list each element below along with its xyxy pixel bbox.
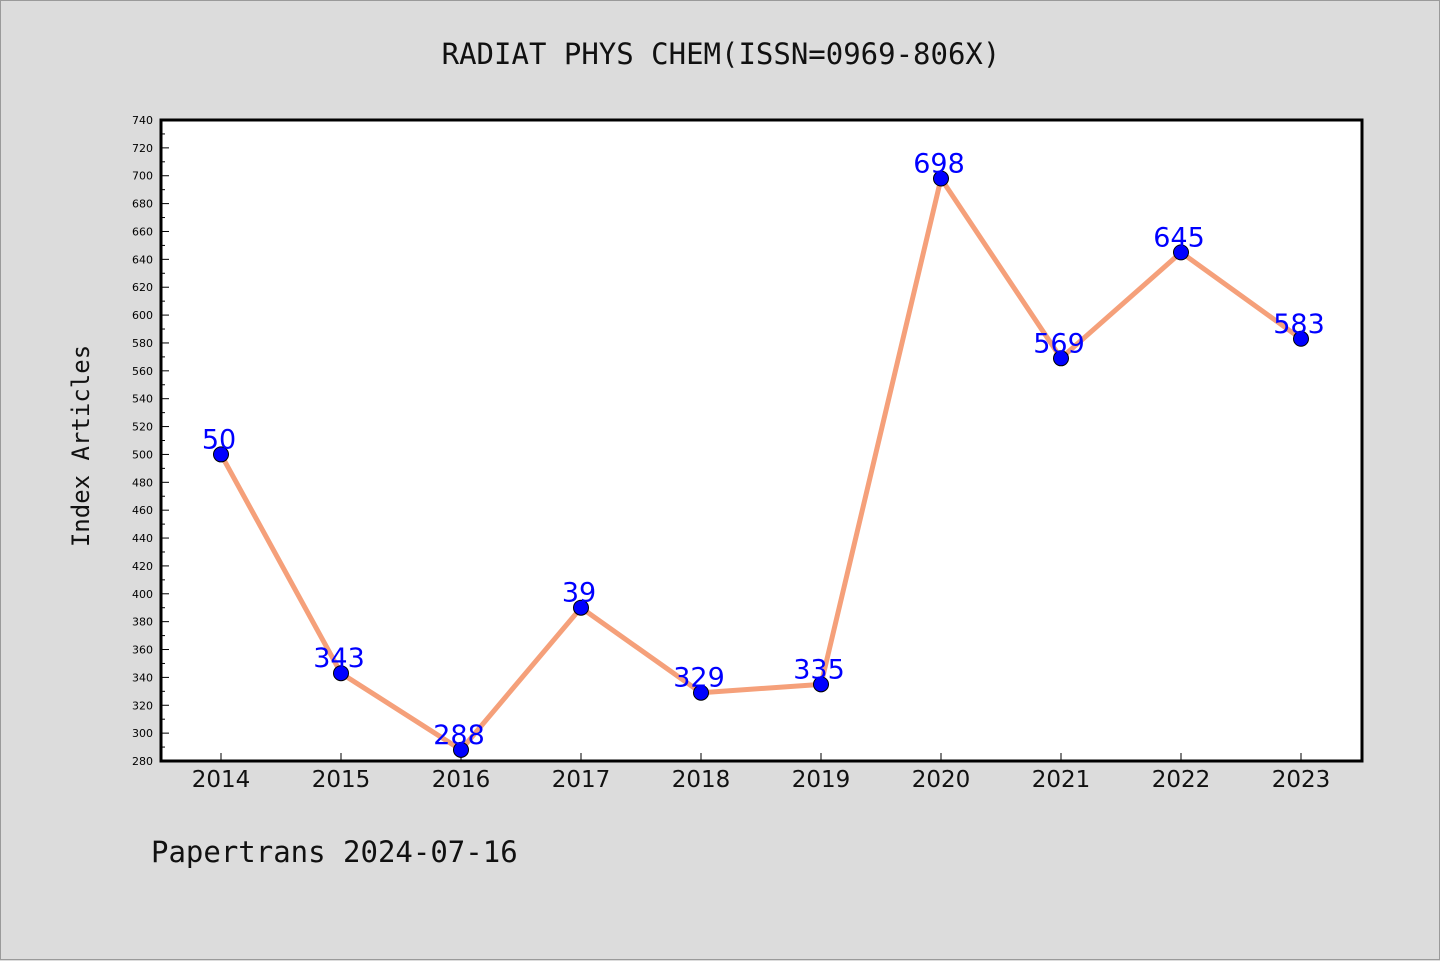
y-tick-label: 280 — [132, 755, 153, 768]
y-tick-label: 300 — [132, 727, 153, 740]
chart-title: RADIAT PHYS CHEM(ISSN=0969-806X) — [441, 37, 1001, 71]
data-point — [1053, 350, 1069, 367]
y-tick-label: 580 — [132, 337, 153, 350]
y-tick-label: 400 — [132, 588, 153, 601]
data-label: 329 — [673, 663, 725, 694]
data-point — [813, 676, 829, 693]
y-tick-label: 620 — [132, 281, 153, 294]
x-tick-label: 2021 — [1032, 767, 1091, 793]
y-tick-label: 600 — [132, 309, 153, 322]
y-tick-label: 660 — [132, 225, 153, 238]
data-label: 569 — [1033, 328, 1085, 359]
y-tick-label: 500 — [132, 448, 153, 461]
x-tick-label: 2016 — [432, 767, 491, 793]
x-tick-label: 2020 — [912, 767, 971, 793]
y-tick-label: 340 — [132, 671, 153, 684]
y-tick-label: 320 — [132, 699, 153, 712]
data-label: 335 — [793, 654, 845, 685]
x-tick-label: 2019 — [792, 767, 851, 793]
x-tick-label: 2018 — [672, 767, 731, 793]
data-point — [213, 446, 229, 463]
x-tick-label: 2023 — [1272, 767, 1331, 793]
data-label: 583 — [1273, 309, 1325, 340]
y-tick-label: 700 — [132, 170, 153, 183]
data-label: 343 — [313, 643, 365, 674]
data-point — [933, 170, 949, 187]
data-point — [1293, 330, 1309, 347]
y-tick-label: 420 — [132, 560, 153, 573]
footer-source: Papertrans 2024-07-16 — [151, 835, 518, 869]
y-tick-label: 460 — [132, 504, 153, 517]
y-tick-label: 720 — [132, 142, 153, 155]
x-tick-label: 2014 — [192, 767, 251, 793]
x-tick-label: 2022 — [1152, 767, 1211, 793]
x-tick-label: 2015 — [312, 767, 371, 793]
series-line — [218, 176, 1304, 753]
y-tick-label: 740 — [132, 114, 153, 127]
y-tick-label: 480 — [132, 476, 153, 489]
y-tick-label: 380 — [132, 616, 153, 629]
data-point — [453, 741, 469, 758]
data-point — [573, 599, 589, 616]
data-label: 39 — [562, 578, 596, 609]
plot-area — [159, 118, 1364, 763]
y-tick-label: 540 — [132, 393, 153, 406]
data-point — [1173, 244, 1189, 261]
y-tick-label: 520 — [132, 421, 153, 434]
x-tick-label: 2017 — [552, 767, 611, 793]
y-tick-label: 440 — [132, 532, 153, 545]
data-label: 698 — [913, 149, 965, 180]
y-tick-label: 560 — [132, 365, 153, 378]
data-label: 645 — [1153, 222, 1205, 253]
data-point — [333, 665, 349, 682]
data-point — [693, 684, 709, 701]
data-label: 50 — [202, 424, 236, 455]
y-tick-label: 360 — [132, 644, 153, 657]
y-tick-label: 640 — [132, 253, 153, 266]
y-tick-label: 680 — [132, 198, 153, 211]
data-label: 288 — [433, 720, 485, 751]
